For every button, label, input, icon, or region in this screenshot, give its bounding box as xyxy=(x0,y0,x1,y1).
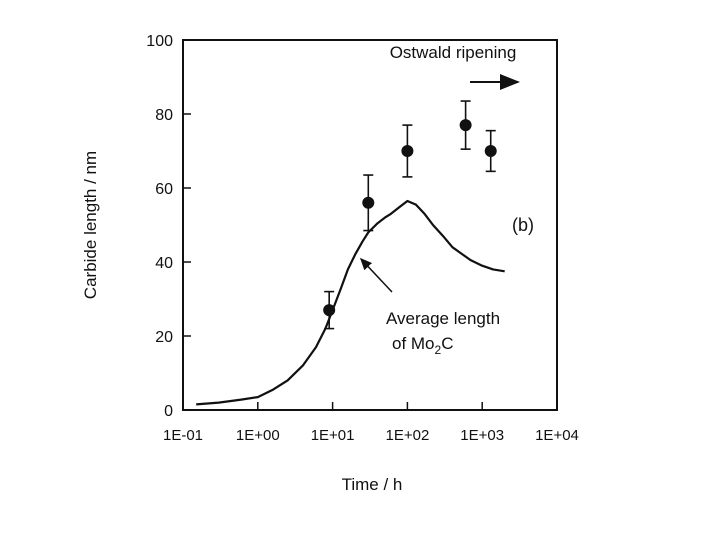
data-marker xyxy=(459,119,472,132)
data-marker xyxy=(484,145,497,157)
y-tick-label: 60 xyxy=(155,181,173,198)
annotation-arrow xyxy=(359,257,393,293)
y-tick-label: 40 xyxy=(155,255,173,272)
ostwald-ripening-label: Ostwald ripening xyxy=(390,43,517,62)
x-axis: 1E-01 1E+00 1E+01 1E+02 1E+03 1E+04 xyxy=(163,402,579,444)
series-layer xyxy=(196,100,505,406)
y-tick-label: 80 xyxy=(155,107,173,124)
data-point xyxy=(401,124,414,178)
x-tick-label: 1E+00 xyxy=(236,427,280,444)
annotation-suffix: C xyxy=(441,334,453,353)
x-tick-label: 1E+02 xyxy=(386,427,430,444)
annotation-prefix: of Mo xyxy=(392,334,435,353)
data-marker xyxy=(362,196,375,209)
x-tick-label: 1E+01 xyxy=(311,427,355,444)
data-point xyxy=(484,129,497,173)
y-tick-label: 100 xyxy=(146,33,173,50)
panel-label: (b) xyxy=(512,215,534,235)
y-tick-label: 20 xyxy=(155,329,173,346)
x-tick-label: 1E+04 xyxy=(535,427,579,444)
average-length-curve xyxy=(196,199,505,406)
data-marker xyxy=(401,145,414,157)
y-tick-label: 0 xyxy=(164,403,173,420)
y-axis-label: Carbide length / nm xyxy=(81,151,100,299)
data-marker xyxy=(323,304,336,317)
x-tick-label: 1E-01 xyxy=(163,427,203,444)
data-point xyxy=(362,174,375,232)
data-point xyxy=(459,100,472,150)
annotation-line-2: of Mo2C xyxy=(392,334,454,357)
annotation-subscript: 2 xyxy=(435,343,442,357)
x-axis-label: Time / h xyxy=(342,475,403,494)
annotation-line-1: Average length xyxy=(386,309,500,328)
plot-frame xyxy=(182,39,558,411)
data-point xyxy=(323,290,336,330)
x-tick-label: 1E+03 xyxy=(460,427,504,444)
y-axis: 0 20 40 60 80 100 xyxy=(146,33,191,420)
